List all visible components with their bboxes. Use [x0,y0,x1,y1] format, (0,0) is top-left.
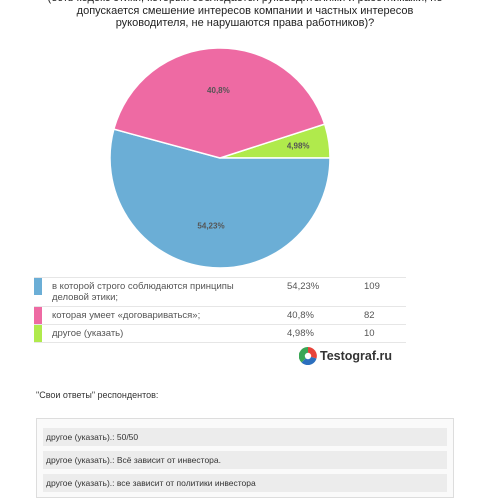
answer-item: другое (указать).: Всё зависит от инвест… [43,451,447,469]
slice-label: 40,8% [207,86,230,95]
legend-count: 82 [364,310,375,321]
brand-name: Testograf.ru [320,349,392,363]
slice-label: 4,98% [287,142,310,151]
legend-row: в которой строго соблюдаются принципы де… [34,277,406,307]
legend-swatch [34,325,42,342]
legend-row: другое (указать) 4,98% 10 [34,325,406,343]
brand[interactable]: Testograf.ru [298,346,392,366]
testograf-logo-icon [298,346,317,366]
legend-label: другое (указать) [52,328,124,339]
pie-slice [109,128,331,269]
pie-slice [112,47,326,159]
legend-label: которая умеет «договариваться»; [52,310,201,321]
slice-label: 54,23% [197,222,224,231]
legend-swatch [34,278,42,295]
legend-label: в которой строго соблюдаются принципы де… [52,281,234,303]
custom-answers-panel: другое (указать).: 50/50 другое (указать… [36,418,454,498]
answer-item: другое (указать).: все зависит от полити… [43,474,447,492]
legend-row: которая умеет «договариваться»; 40,8% 82 [34,307,406,325]
legend-percent: 40,8% [287,310,314,321]
answer-item: другое (указать).: 50/50 [43,428,447,446]
legend-table: в которой строго соблюдаются принципы де… [34,277,406,343]
custom-answers-heading: "Свои ответы" респондентов: [36,390,159,400]
question-title: (есть кодекс этики, который соблюдается … [48,0,443,29]
legend-percent: 4,98% [287,328,314,339]
legend-count: 10 [364,328,375,339]
legend-percent: 54,23% [287,281,320,292]
legend-count: 109 [364,281,380,292]
legend-swatch [34,307,42,324]
pie-chart: 4,98% 54,23% 40,8% [109,47,331,269]
